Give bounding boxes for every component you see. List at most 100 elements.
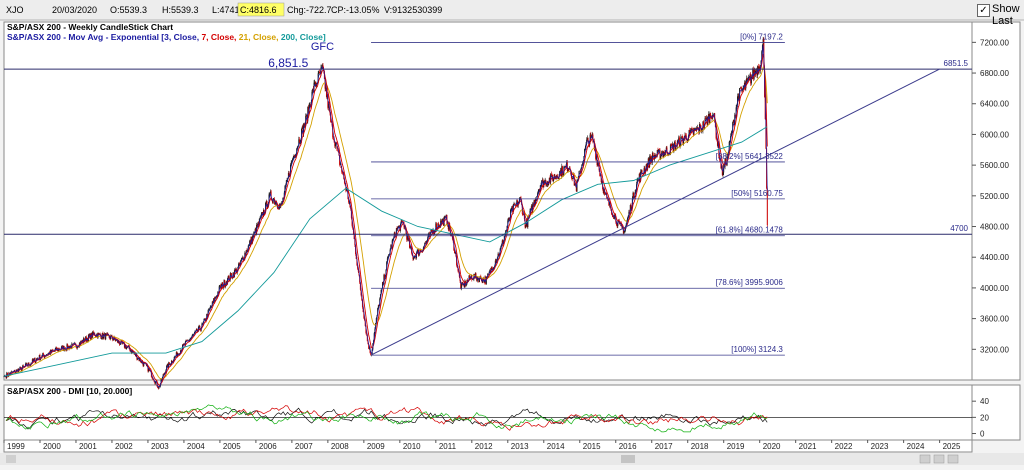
- candle-body: [42, 353, 44, 356]
- candle-body: [716, 138, 718, 146]
- candle-body: [500, 246, 502, 249]
- candle-body: [687, 140, 689, 142]
- candle-body: [3, 376, 5, 377]
- candle-body: [450, 234, 452, 236]
- candle-body: [413, 258, 415, 260]
- candle-body: [112, 339, 114, 340]
- candle-body: [430, 229, 432, 233]
- candle-body: [155, 381, 157, 384]
- candle-body: [246, 250, 248, 252]
- scrollbar-thumb[interactable]: [621, 455, 635, 463]
- candle-body: [67, 344, 69, 349]
- fib-label: [38.2%] 5641.3522: [716, 152, 784, 161]
- candle-body: [586, 139, 588, 145]
- candle-body: [739, 87, 741, 89]
- candle-body: [312, 88, 314, 92]
- candle-body: [327, 94, 329, 108]
- candle-body: [270, 191, 272, 199]
- candle-body: [192, 334, 194, 336]
- candle-body: [141, 360, 143, 363]
- candle-body: [209, 307, 211, 310]
- candle-body: [257, 222, 259, 228]
- candle-body: [489, 269, 491, 273]
- x-tick-label: 2007: [295, 442, 313, 451]
- candle-body: [418, 253, 420, 256]
- candle-body: [56, 347, 58, 351]
- candle-body: [657, 150, 659, 152]
- candle-body: [20, 366, 22, 368]
- candle-body: [212, 301, 214, 303]
- candle-body: [534, 200, 536, 205]
- candle-body: [564, 166, 566, 168]
- candle-body: [251, 237, 253, 244]
- y-tick-label: 5200.00: [980, 192, 1009, 201]
- candle-body: [710, 112, 712, 116]
- candle-body: [584, 148, 586, 157]
- toolbar-volume: V:9132530399: [384, 5, 442, 15]
- candle-body: [737, 95, 739, 97]
- candle-body: [615, 221, 617, 225]
- candle-body: [351, 218, 353, 226]
- candle-body: [444, 216, 446, 218]
- x-tick-label: 2006: [259, 442, 277, 451]
- x-tick-label: 2004: [187, 442, 205, 451]
- candle-body: [285, 185, 287, 187]
- candle-body: [440, 220, 442, 225]
- candle-body: [6, 372, 8, 376]
- x-tick-label: 2009: [367, 442, 385, 451]
- candle-body: [600, 175, 602, 177]
- candle-body: [448, 223, 450, 230]
- candle-body: [420, 249, 422, 251]
- candle-body: [298, 139, 300, 144]
- candle-body: [32, 359, 34, 362]
- candle-body: [532, 203, 534, 206]
- candle-body: [222, 282, 224, 288]
- candle-body: [129, 348, 131, 352]
- candle-body: [705, 118, 707, 120]
- x-tick-label: 2017: [655, 442, 673, 451]
- toolbar-date: 20/03/2020: [52, 5, 97, 15]
- scroll-right-button[interactable]: [947, 454, 959, 464]
- candle-body: [28, 362, 30, 366]
- candle-body: [590, 134, 592, 138]
- candle-body: [411, 253, 413, 256]
- y-tick-label: 3200.00: [980, 345, 1009, 354]
- scroll-left-button[interactable]: [6, 455, 16, 463]
- candle-body: [81, 340, 83, 342]
- candle-body: [613, 216, 615, 219]
- candle-body: [725, 158, 727, 165]
- candle-body: [379, 294, 381, 299]
- candle-body: [491, 268, 493, 269]
- candle-body: [348, 201, 350, 203]
- candle-body: [424, 243, 426, 246]
- x-tick-label: 2015: [583, 442, 601, 451]
- fib-label: [100%] 3124.3: [731, 345, 783, 354]
- candle-body: [174, 356, 176, 358]
- show-last-checkbox[interactable]: ✓: [977, 4, 990, 17]
- candle-body: [208, 309, 210, 311]
- candle-body: [149, 370, 151, 371]
- ema21-line: [3, 66, 768, 380]
- candle-body: [632, 192, 634, 199]
- candle-body: [596, 155, 598, 166]
- candle-body: [143, 362, 145, 366]
- candle-body: [176, 352, 178, 357]
- candle-body: [72, 343, 74, 345]
- dmi-series-line: [5, 404, 768, 433]
- candle-body: [690, 129, 692, 131]
- candle-body: [291, 162, 293, 163]
- candle-body: [158, 386, 160, 389]
- candle-body: [339, 163, 341, 165]
- candle-body: [294, 155, 296, 158]
- candle-body: [537, 193, 539, 197]
- candle-body: [487, 273, 489, 275]
- trendline: [370, 68, 940, 356]
- horizontal-scrollbar[interactable]: [0, 453, 1024, 465]
- zoom-in-button[interactable]: [933, 454, 945, 464]
- candle-body: [382, 282, 384, 289]
- chart-annotation: GFC: [311, 41, 334, 53]
- candle-body: [614, 215, 616, 216]
- candle-body: [498, 253, 500, 256]
- zoom-out-button[interactable]: [919, 454, 931, 464]
